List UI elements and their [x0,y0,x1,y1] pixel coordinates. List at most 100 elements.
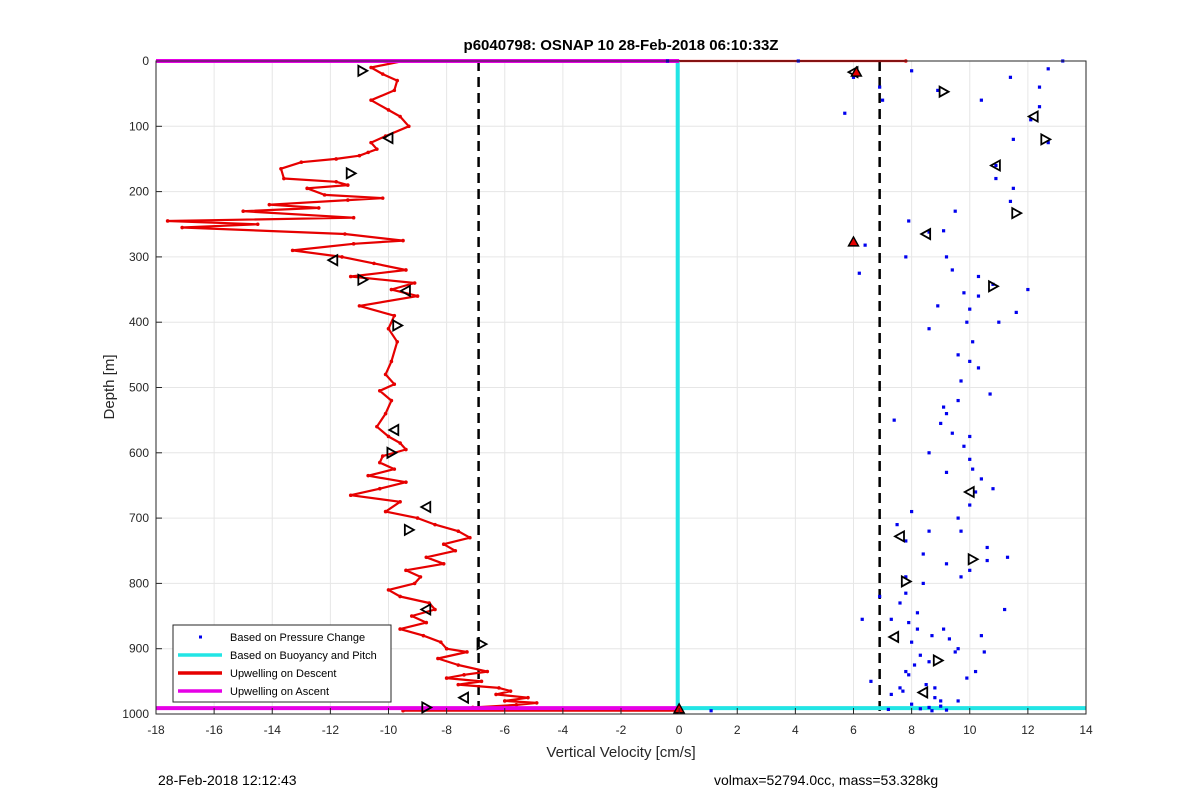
pressure-point [889,617,893,621]
legend-swatch [199,635,202,639]
descent-point [398,441,402,445]
descent-point [392,313,397,318]
descent-point [415,294,420,298]
descent-point [383,411,388,416]
descent-point [441,562,446,566]
pressure-point [910,69,914,73]
x-tick-label: -10 [380,723,398,737]
y-tick-label: 900 [129,642,149,656]
pressure-point [933,686,937,690]
chart-title: p6040798: OSNAP 10 28-Feb-2018 06:10:33Z [464,37,779,54]
pressure-point [907,673,911,677]
pressure-point [898,686,902,690]
pressure-point [944,412,949,416]
pressure-point [968,457,972,461]
x-tick-label: 0 [676,723,683,737]
open-triangle-marker [1026,109,1039,124]
descent-point [392,382,397,387]
x-tick-label: 2 [734,723,741,737]
pressure-point [973,490,978,494]
pressure-point [959,575,963,579]
pressure-point [944,255,949,259]
pressure-point [936,304,940,308]
pressure-point [1005,555,1010,559]
descent-point [502,699,507,703]
pressure-point [968,359,972,363]
open-triangle-marker [989,158,1001,173]
filled-triangle-marker [847,235,860,247]
open-triangle-marker [476,637,489,651]
open-triangle-marker [932,653,945,667]
descent-point [453,548,458,553]
descent-point [386,588,391,592]
y-tick-label: 800 [129,576,149,590]
descent-point [456,529,461,533]
descent-point [386,108,391,112]
x-tick-label: -16 [205,723,223,737]
pressure-point [930,634,934,638]
pressure-point [851,75,856,79]
pressure-point [904,591,908,595]
pressure-point [857,271,861,275]
descent-point [389,398,394,403]
open-triangle-marker [419,500,432,514]
pressure-point [991,487,995,491]
x-tick-label: -18 [147,723,165,737]
pressure-point [953,650,957,654]
pressure-point [962,444,966,448]
legend-entry-label: Based on Buoyancy and Pitch [230,650,377,662]
pressure-point [956,516,960,520]
threshold-lines [477,61,881,714]
descent-point [383,372,388,377]
pressure-point [878,594,882,599]
descent-point [534,701,539,705]
pressure-point [1037,85,1042,89]
descent-point [468,535,472,540]
x-tick-label: -4 [558,723,569,737]
legend: Based on Pressure Change Based on Buoyanc… [172,624,392,703]
pressure-point [976,294,981,298]
y-tick-label: 200 [129,185,149,199]
pressure-point [927,529,931,533]
descent-point [444,676,449,680]
pressure-point [898,601,902,605]
pressure-point [889,692,893,697]
descent-point [165,219,170,223]
descent-point [415,516,420,520]
pressure-point [956,398,960,403]
legend-entry-label: Upwelling on Ascent [230,686,329,698]
open-triangle-marker [345,166,358,180]
y-tick-label: 1000 [122,707,149,721]
axis-ticks: -18 -16 -14 -12 -10 -8 -6 -4 -2 0 2 4 6 8 10 12 14 0 100 20… [122,54,1093,737]
pressure-point [921,581,925,585]
descent-point [357,153,362,158]
pressure-point [936,88,940,92]
open-triangle-marker [1011,206,1024,220]
descent-point [348,274,353,279]
open-triangle-marker [392,318,405,332]
descent-point [433,607,437,612]
open-triangle-marker [900,574,913,588]
x-tick-label: -14 [264,723,282,737]
descent-point [424,555,429,560]
x-tick-label: -8 [441,723,452,737]
open-triangle-marker [386,446,399,460]
y-tick-label: 400 [129,315,149,329]
pressure-point [904,539,908,543]
pressure-point [869,679,873,683]
descent-point [409,614,414,618]
descent-point [279,166,283,171]
pressure-point [968,503,972,507]
descent-point [241,209,245,213]
descent-point [334,180,338,184]
filled-triangle-marker [850,65,863,77]
pressure-point [892,418,896,422]
legend-box [172,624,392,703]
pressure-point [924,683,928,687]
descent-point [346,198,350,202]
pressure-point [950,268,954,272]
pressure-point [939,421,943,426]
pressure-point [880,98,885,102]
pressure-point [895,523,899,527]
